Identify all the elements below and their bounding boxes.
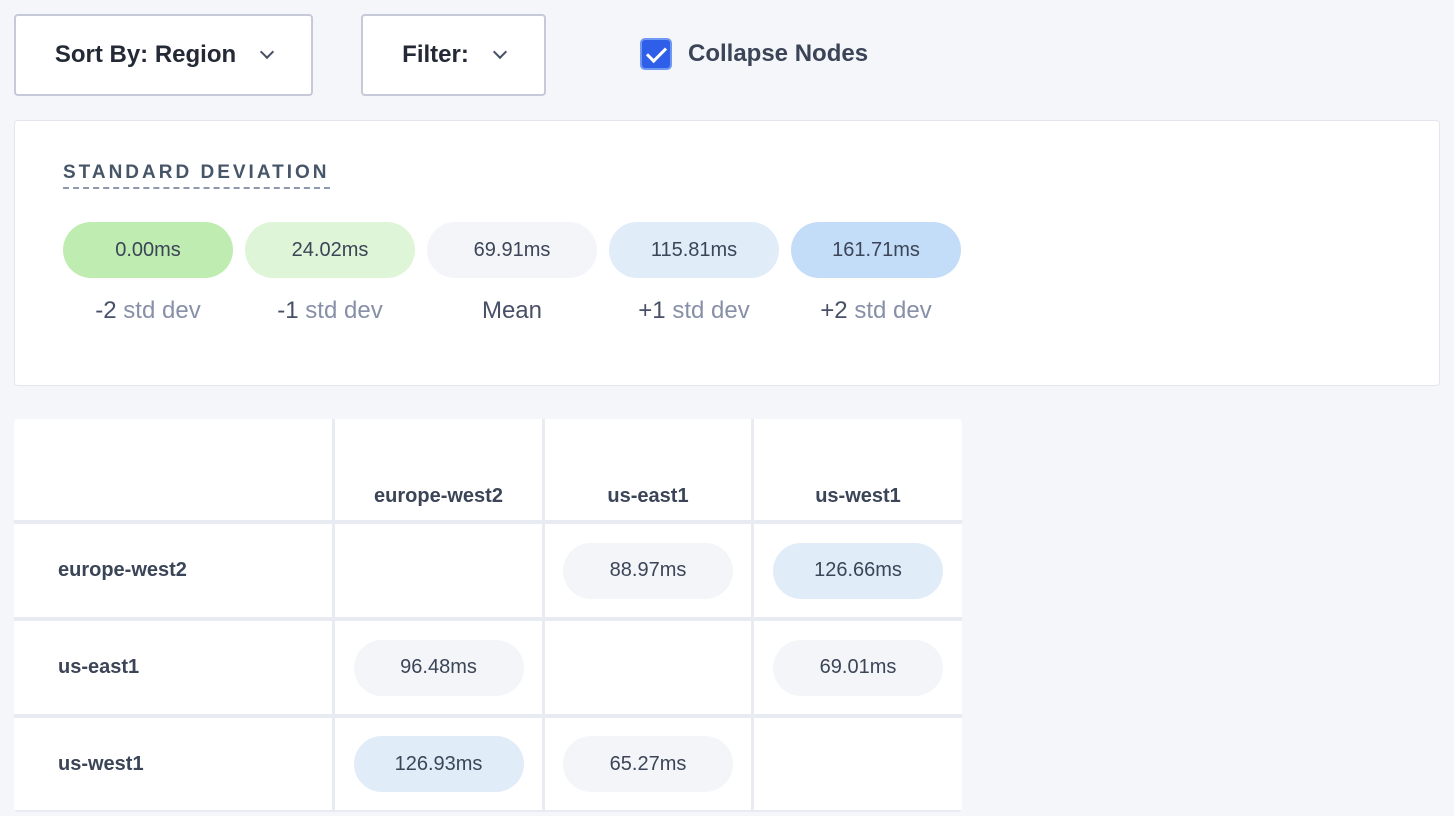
legend-pill: 115.81ms [609, 222, 779, 278]
legend-label: Mean [427, 297, 597, 325]
legend-label-suffix: std dev [298, 297, 383, 324]
sort-by-label: Sort By: Region [54, 41, 237, 68]
latency-pill: 96.48ms [353, 639, 524, 696]
matrix-cell: 69.01ms [754, 621, 962, 714]
legend-label-suffix: std dev [847, 297, 932, 324]
filter-dropdown[interactable]: Filter: [361, 14, 546, 96]
latency-pill: 88.97ms [563, 542, 733, 599]
corner-cell [14, 419, 332, 520]
matrix-cell [754, 718, 962, 810]
latency-pill: 69.01ms [773, 639, 943, 696]
std-dev-legend: 0.00ms -2 std dev 24.02ms -1 std dev 69.91ms… [63, 222, 961, 325]
column-header: us-east1 [545, 419, 751, 520]
legend-pill: 161.71ms [791, 222, 961, 278]
legend-label-prefix: Mean [481, 297, 543, 324]
filter-label: Filter: [402, 41, 469, 68]
legend-pill: 24.02ms [245, 222, 415, 278]
legend-item: 24.02ms -1 std dev [245, 222, 415, 325]
legend-label: +2 std dev [791, 297, 961, 325]
legend-label: +1 std dev [609, 297, 779, 325]
collapse-nodes-checkbox[interactable] [640, 38, 672, 70]
legend-label-prefix: -1 [277, 297, 299, 324]
matrix-cell [335, 524, 542, 617]
column-header: europe-west2 [335, 419, 542, 520]
legend-item: 69.91ms Mean [427, 222, 597, 325]
legend-pill: 0.00ms [63, 222, 233, 278]
latency-matrix: europe-west2 us-east1 us-west1 europe-west2… [14, 419, 962, 812]
legend-label: -2 std dev [63, 297, 233, 325]
legend-label: -1 std dev [245, 297, 415, 325]
matrix-cell: 126.93ms [335, 718, 542, 810]
matrix-cell: 65.27ms [545, 718, 751, 810]
legend-pill: 69.91ms [427, 222, 597, 278]
row-header: us-west1 [14, 718, 332, 810]
legend-label-prefix: +1 [638, 297, 666, 324]
latency-pill: 126.66ms [773, 542, 943, 599]
latency-pill: 126.93ms [353, 736, 524, 792]
legend-label-suffix: std dev [665, 297, 750, 324]
matrix-cell [545, 621, 751, 714]
legend-item: 115.81ms +1 std dev [609, 222, 779, 325]
column-header: us-west1 [754, 419, 962, 520]
matrix-cell: 88.97ms [545, 524, 751, 617]
chevron-down-icon [492, 44, 507, 60]
legend-item: 0.00ms -2 std dev [63, 222, 233, 325]
row-header: us-east1 [14, 621, 332, 714]
matrix-cell: 96.48ms [335, 621, 542, 714]
row-header: europe-west2 [14, 524, 332, 617]
collapse-nodes-label[interactable]: Collapse Nodes [688, 40, 869, 67]
legend-label-prefix: +2 [820, 297, 848, 324]
legend-item: 161.71ms +2 std dev [791, 222, 961, 325]
chevron-down-icon [260, 44, 275, 60]
latency-pill: 65.27ms [563, 736, 733, 792]
std-dev-card: STANDARD DEVIATION 0.00ms -2 std dev 24.02… [14, 120, 1440, 386]
legend-label-suffix: std dev [116, 297, 201, 324]
sort-by-dropdown[interactable]: Sort By: Region [14, 14, 313, 96]
std-dev-title[interactable]: STANDARD DEVIATION [63, 162, 330, 189]
legend-label-prefix: -2 [95, 297, 117, 324]
matrix-cell: 126.66ms [754, 524, 962, 617]
